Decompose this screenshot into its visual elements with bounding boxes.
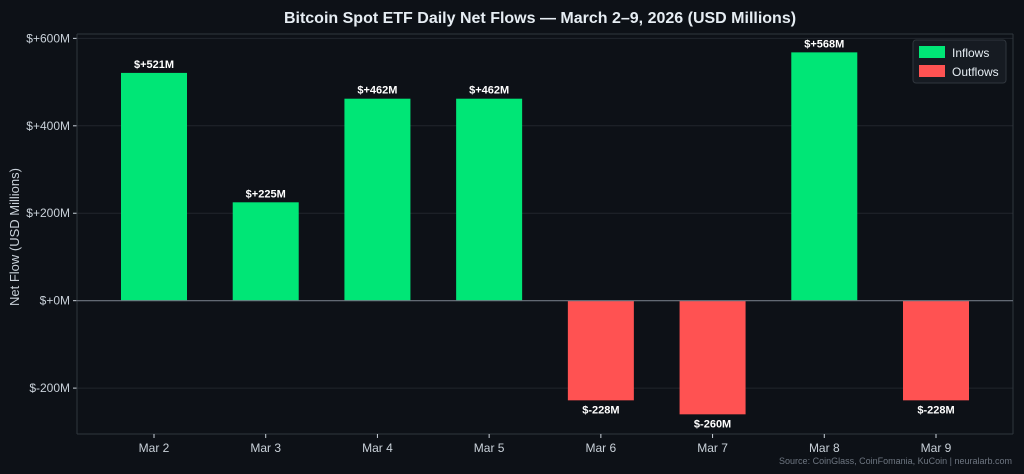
legend-label-outflows: Outflows (952, 65, 999, 79)
legend-swatch-outflows (919, 65, 945, 77)
y-tick-label: $+600M (26, 31, 70, 45)
x-tick-label: Mar 5 (474, 441, 505, 455)
x-tick-label: Mar 2 (139, 441, 170, 455)
y-tick-label: $+0M (40, 294, 70, 308)
inflow-bar (344, 98, 411, 301)
x-tick-label: Mar 9 (921, 441, 952, 455)
y-tick-label: $-200M (29, 381, 70, 395)
y-axis-label: Net Flow (USD Millions) (7, 168, 22, 306)
data-label: $+225M (246, 188, 286, 200)
outflow-bar (679, 300, 746, 415)
data-label: $+462M (469, 85, 509, 97)
x-tick-label: Mar 7 (697, 441, 728, 455)
x-tick-label: Mar 4 (362, 441, 393, 455)
chart-title: Bitcoin Spot ETF Daily Net Flows — March… (284, 10, 796, 27)
legend-swatch-inflows (919, 46, 945, 58)
data-label: $+462M (357, 85, 397, 97)
data-label: $-228M (917, 404, 954, 416)
inflow-bar (232, 202, 299, 301)
x-tick-label: Mar 8 (809, 441, 840, 455)
inflow-bar (121, 72, 187, 301)
x-tick-label: Mar 3 (250, 441, 281, 455)
inflow-bar (791, 52, 858, 301)
outflow-bar (567, 300, 634, 401)
data-label: $+521M (134, 59, 174, 71)
outflow-bar (903, 300, 969, 401)
source-text: Source: CoinGlass, CoinFomania, KuCoin |… (779, 456, 1012, 466)
x-tick-label: Mar 6 (586, 441, 617, 455)
data-label: $-260M (694, 418, 731, 430)
y-tick-label: $+200M (26, 206, 70, 220)
inflow-bar (456, 98, 523, 301)
legend-label-inflows: Inflows (952, 46, 989, 60)
data-label: $+568M (804, 38, 844, 50)
y-tick-label: $+400M (26, 119, 70, 133)
data-label: $-228M (582, 404, 619, 416)
